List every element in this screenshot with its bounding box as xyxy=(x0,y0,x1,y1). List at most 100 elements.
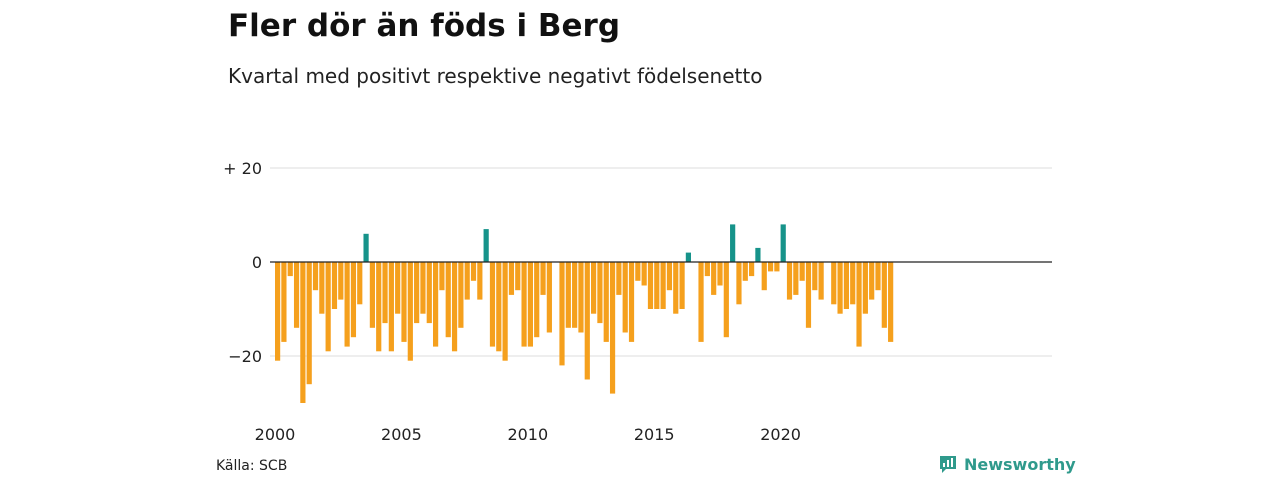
y-tick-label: −20 xyxy=(228,347,262,366)
bar-negative xyxy=(591,262,597,314)
bar-negative xyxy=(281,262,287,342)
source-label: Källa: SCB xyxy=(216,458,288,474)
bar-negative xyxy=(609,262,616,394)
bar-negative xyxy=(736,262,742,305)
y-tick-label: + 20 xyxy=(223,159,262,178)
bar-negative xyxy=(338,262,344,300)
x-tick-label: 2010 xyxy=(507,425,548,444)
bar-positive xyxy=(483,229,489,262)
bar-negative xyxy=(515,262,521,291)
bar-negative xyxy=(300,262,306,403)
bar-negative xyxy=(597,262,603,324)
chart-subtitle: Kvartal med positivt respektive negativt… xyxy=(228,64,763,88)
bar-negative xyxy=(369,262,375,328)
bar-negative xyxy=(660,262,666,309)
brand-name: Newsworthy xyxy=(964,454,1076,474)
bar-negative xyxy=(584,262,590,380)
bar-negative xyxy=(534,262,540,338)
bar-negative xyxy=(628,262,635,342)
bar-negative xyxy=(767,262,774,272)
y-tick-label: 0 xyxy=(252,253,262,272)
bar-negative xyxy=(635,262,641,281)
bar-negative xyxy=(470,262,477,281)
bar-negative xyxy=(565,262,571,328)
bar-negative xyxy=(856,262,862,347)
bar-negative xyxy=(666,262,673,291)
bar-negative xyxy=(414,262,420,324)
bar-negative xyxy=(540,262,546,295)
x-tick-label: 2005 xyxy=(381,425,422,444)
bar-negative xyxy=(319,262,325,314)
bar-negative xyxy=(451,262,458,352)
bar-negative xyxy=(679,262,685,309)
bar-positive xyxy=(755,247,761,262)
bar-negative xyxy=(850,262,856,305)
brand[interactable]: Newsworthy xyxy=(938,454,1076,474)
bar-negative xyxy=(527,262,533,347)
bar-negative xyxy=(799,262,805,281)
bar-negative xyxy=(401,262,407,342)
bar-negative xyxy=(774,262,780,272)
bar-negative xyxy=(837,262,843,314)
bar-negative xyxy=(888,262,894,342)
bar-negative xyxy=(420,262,426,314)
bar-positive xyxy=(730,224,736,262)
bar-negative xyxy=(616,262,622,295)
bar-negative xyxy=(862,262,868,314)
bar-negative xyxy=(742,262,748,281)
bar-positive xyxy=(780,224,786,262)
bar-negative xyxy=(647,262,654,309)
bar-negative xyxy=(559,262,565,366)
bar-negative xyxy=(376,262,382,352)
bar-negative xyxy=(641,262,647,286)
bar-negative xyxy=(805,262,812,328)
bar-negative xyxy=(325,262,331,352)
bar-positive xyxy=(685,252,691,262)
bar-negative xyxy=(572,262,578,328)
bar-negative xyxy=(275,262,281,361)
bar-negative xyxy=(489,262,496,347)
bar-negative xyxy=(875,262,881,291)
bar-negative xyxy=(306,262,312,385)
bar-negative xyxy=(843,262,849,309)
bar-negative xyxy=(445,262,451,338)
bar-negative xyxy=(546,262,552,333)
bar-negative xyxy=(433,262,439,347)
bar-negative xyxy=(881,262,887,328)
bar-negative xyxy=(502,262,508,361)
bar-negative xyxy=(388,262,394,352)
bar-negative xyxy=(793,262,799,295)
chart-title: Fler dör än föds i Berg xyxy=(228,8,621,44)
x-tick-label: 2015 xyxy=(634,425,675,444)
bar-negative xyxy=(831,262,837,305)
bar-chart: + 20 0 −20 2000 2005 2010 2015 2020 xyxy=(223,159,1052,444)
bar-negative xyxy=(395,262,401,314)
bar-negative xyxy=(464,262,470,300)
bar-negative xyxy=(426,262,432,324)
bar-negative xyxy=(350,262,357,338)
bar-negative xyxy=(496,262,502,352)
bar-negative xyxy=(869,262,875,300)
bar-negative xyxy=(477,262,483,300)
bar-negative xyxy=(622,262,628,333)
bar-negative xyxy=(717,262,723,286)
bar-negative xyxy=(578,262,584,333)
bar-negative xyxy=(749,262,755,277)
bar-negative xyxy=(723,262,729,338)
bar-negative xyxy=(344,262,350,347)
bar-negative xyxy=(521,262,527,347)
bar-negative xyxy=(812,262,818,291)
bar-negative xyxy=(698,262,704,342)
x-tick-label: 2000 xyxy=(255,425,296,444)
bar-negative xyxy=(382,262,388,324)
bar-negative xyxy=(761,262,767,291)
bar-negative xyxy=(603,262,609,342)
bar-negative xyxy=(287,262,293,277)
bar-negative xyxy=(293,262,300,328)
bar-negative xyxy=(458,262,464,328)
bar-negative xyxy=(312,262,319,291)
bar-negative xyxy=(407,262,413,361)
bar-negative xyxy=(818,262,824,300)
newsworthy-logo-icon xyxy=(940,456,956,473)
bar-negative xyxy=(673,262,679,314)
